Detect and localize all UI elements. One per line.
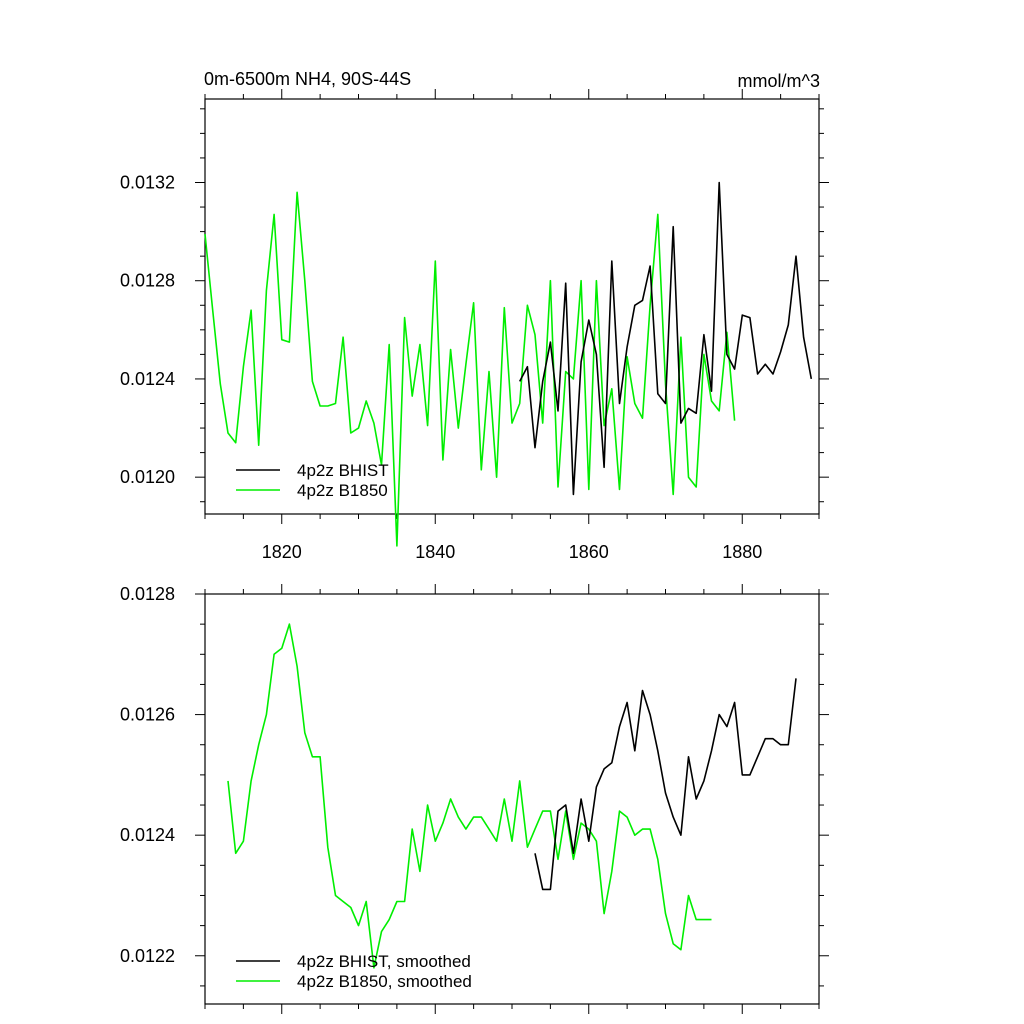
y-tick-label: 0.0120 — [120, 467, 175, 487]
y-tick-label: 0.0132 — [120, 172, 175, 192]
x-tick-label: 1820 — [262, 542, 302, 562]
legend-label-b1850: 4p2z B1850 — [297, 481, 388, 500]
top-axis-ticks — [195, 89, 829, 524]
x-tick-label: 1840 — [415, 542, 455, 562]
y-tick-label: 0.0124 — [120, 825, 175, 845]
bottom-tick-labels: 0.0122 0.0124 0.0126 0.0128 — [120, 584, 175, 966]
series-line-b1850 — [204, 191, 736, 547]
y-tick-label: 0.0128 — [120, 271, 175, 291]
y-tick-label: 0.0122 — [120, 946, 175, 966]
bottom-legend: 4p2z BHIST, smoothed 4p2z B1850, smoothe… — [236, 952, 472, 991]
bottom-plot-frame — [204, 593, 820, 1005]
y-tick-label: 0.0126 — [120, 705, 175, 725]
top-panel: 0m-6500m NH4, 90S-44S mmol/m^3 1820 1840 1… — [120, 69, 829, 562]
bottom-panel: 0.0122 0.0124 0.0126 0.0128 4p2z BHIST, smo… — [120, 584, 829, 1014]
series-line-bhist — [534, 678, 797, 891]
legend-label-bhist-smoothed: 4p2z BHIST, smoothed — [297, 952, 471, 971]
y-tick-label: 0.0128 — [120, 584, 175, 604]
bottom-series-group — [227, 623, 797, 969]
legend-label-b1850-smoothed: 4p2z B1850, smoothed — [297, 972, 472, 991]
legend-label-bhist: 4p2z BHIST — [297, 461, 389, 480]
series-line-bhist — [518, 181, 813, 496]
series-line-b1850 — [227, 623, 712, 969]
top-legend: 4p2z BHIST 4p2z B1850 — [236, 461, 389, 500]
x-tick-label: 1860 — [569, 542, 609, 562]
top-panel-title: 0m-6500m NH4, 90S-44S — [204, 69, 411, 89]
top-panel-units: mmol/m^3 — [738, 71, 820, 91]
top-plot-frame — [204, 98, 820, 515]
top-series-group — [204, 181, 813, 547]
bottom-axis-ticks — [195, 584, 829, 1014]
top-tick-labels: 1820 1840 1860 1880 0.0120 0.0124 0.0128 0.0132 — [120, 172, 762, 562]
x-tick-label: 1880 — [722, 542, 762, 562]
y-tick-label: 0.0124 — [120, 369, 175, 389]
